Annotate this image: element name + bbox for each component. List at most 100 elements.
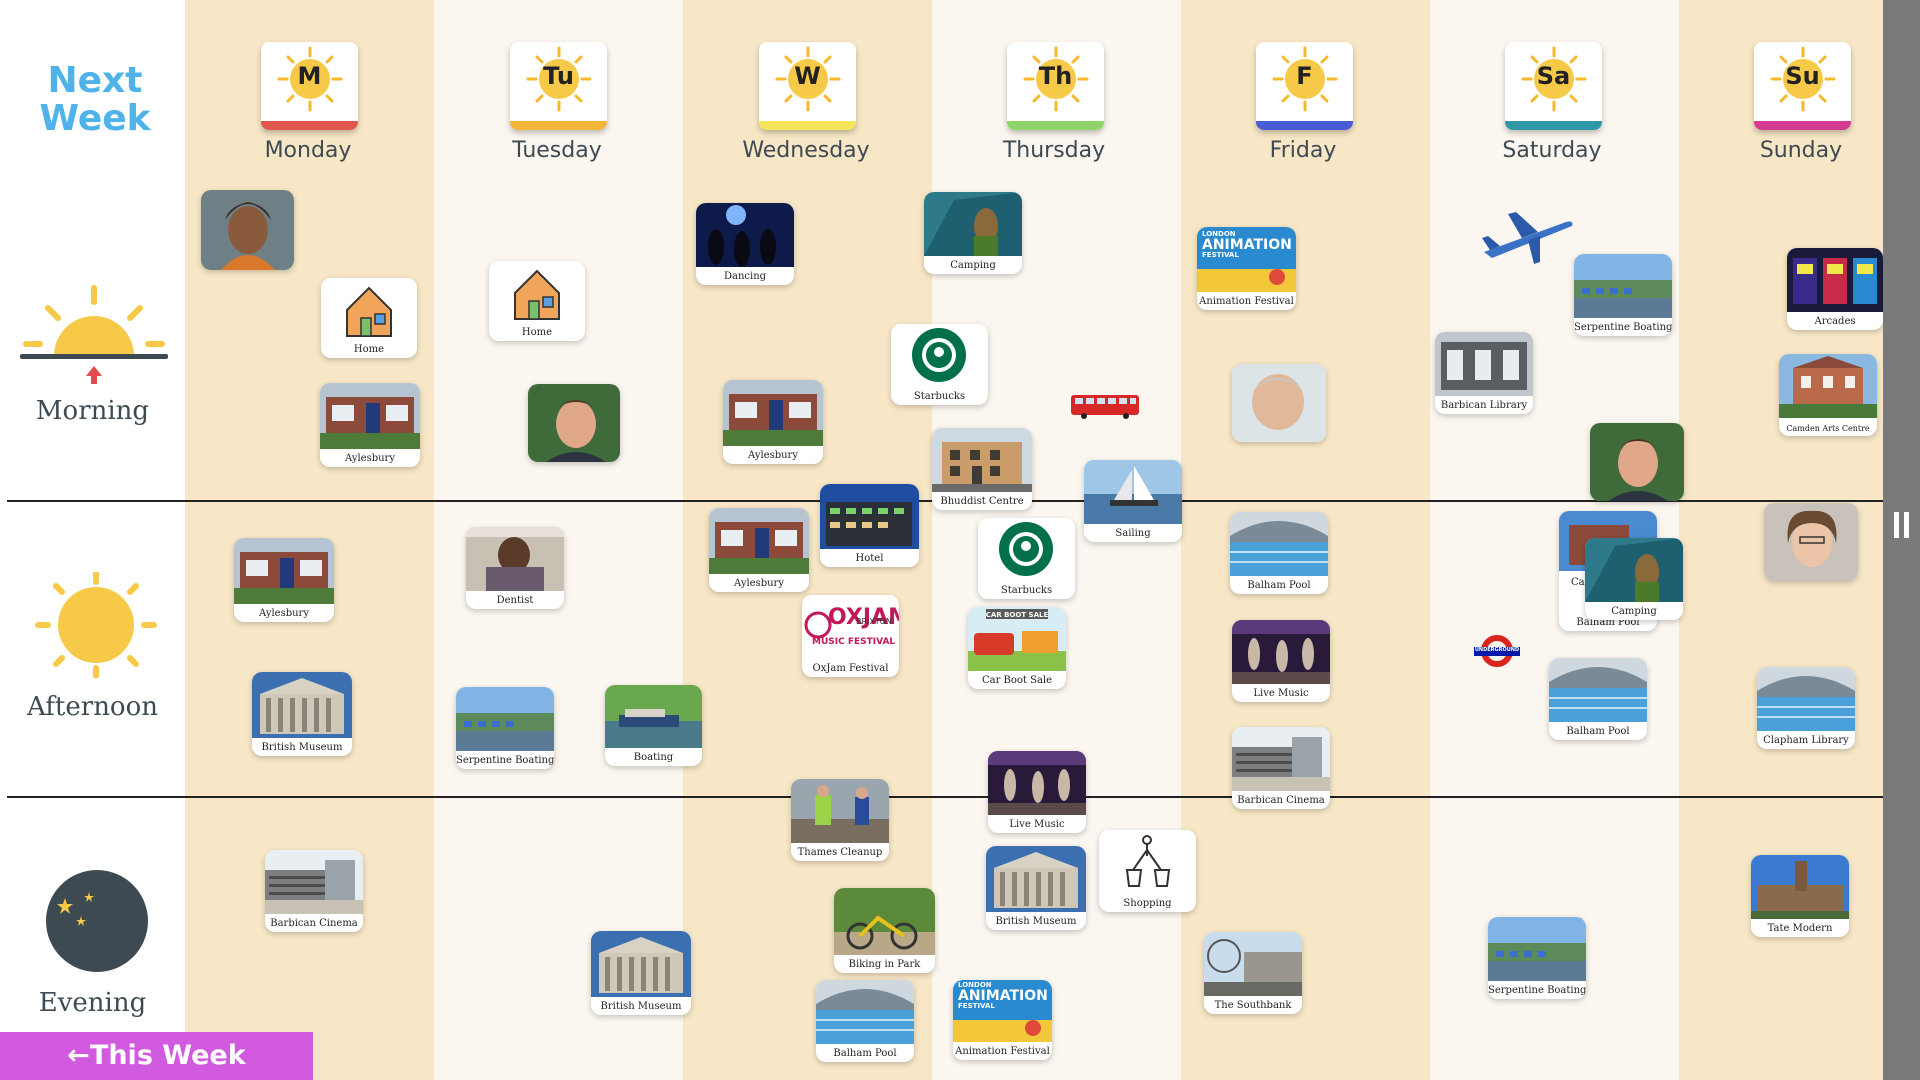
activity-label: Camden Arts Centre: [1786, 424, 1870, 433]
activity-card-person-photo[interactable]: [201, 190, 294, 270]
activity-label: Barbican Library: [1440, 400, 1528, 411]
activity-label: Aylesbury: [734, 578, 784, 589]
day-tile-friday[interactable]: F: [1256, 42, 1353, 130]
activity-card-british-museum[interactable]: British Museum: [252, 672, 352, 756]
animation-festival-logo-text: LONDON ANIMATION FESTIVAL: [958, 982, 1048, 1010]
activity-card-home[interactable]: Home: [489, 261, 585, 341]
activity-card-starbucks[interactable]: Starbucks: [891, 324, 988, 405]
camden-arts-centre-image: [1779, 354, 1877, 418]
activity-card-balham-pool[interactable]: Balham Pool: [816, 980, 914, 1062]
activity-card-person-photo[interactable]: [1590, 423, 1684, 501]
british-museum-image: [591, 931, 691, 997]
activity-card-serpentine-boating[interactable]: Serpentine Boating: [1574, 254, 1672, 336]
day-tile-wednesday[interactable]: W: [759, 42, 856, 130]
activity-card-camping[interactable]: Camping: [924, 192, 1022, 274]
sun-icon: [1770, 46, 1836, 112]
camping-partial-label: Cam: [1571, 577, 1595, 588]
starbucks-logo-icon: [978, 518, 1075, 581]
activity-card-shopping[interactable]: Shopping: [1099, 830, 1196, 912]
activity-card-animation-festival[interactable]: LONDON ANIMATION FESTIVAL Animation Fest…: [953, 980, 1052, 1060]
activity-card-aylesbury[interactable]: Aylesbury: [709, 508, 809, 592]
day-tile-thursday[interactable]: Th: [1007, 42, 1104, 130]
activity-card-sailing[interactable]: Sailing: [1084, 460, 1182, 542]
arcades-image: [1787, 248, 1883, 312]
activity-card-british-museum[interactable]: British Museum: [986, 846, 1086, 930]
activity-card-dentist[interactable]: Dentist: [466, 527, 564, 609]
this-week-button[interactable]: ←This Week: [0, 1032, 313, 1080]
activity-card-barbican-cinema[interactable]: Barbican Cinema: [1232, 727, 1330, 809]
activity-card-aylesbury[interactable]: Aylesbury: [723, 380, 823, 464]
activity-card-person-photo[interactable]: [1232, 364, 1326, 442]
activity-card-boating[interactable]: Boating: [605, 685, 702, 766]
activity-card-live-music[interactable]: Live Music: [1232, 620, 1330, 702]
activity-card-arcades[interactable]: Arcades: [1787, 248, 1883, 330]
animation-festival-logo-text: LONDON ANIMATION FESTIVAL: [1202, 231, 1292, 259]
activity-card-hotel[interactable]: Hotel: [820, 484, 919, 567]
activity-card-serpentine-boating[interactable]: Serpentine Boating: [456, 687, 554, 769]
camping-image: [924, 192, 1022, 256]
activity-card-clapham-library[interactable]: Clapham Library: [1757, 667, 1855, 749]
activity-label: Biking in Park: [848, 959, 921, 970]
hotel-image: [820, 484, 919, 549]
oxjam-brixton-text: BRIXTON: [856, 617, 892, 626]
afternoon-label: Afternoon: [26, 692, 158, 722]
activity-card-car-boot-sale[interactable]: CAR BOOT SALE Car Boot Sale: [968, 607, 1066, 689]
activity-label: Animation Festival: [955, 1046, 1050, 1057]
activity-label: Serpentine Boating: [1488, 985, 1586, 996]
activity-card-person-photo[interactable]: [528, 384, 620, 462]
activity-card-balham-pool[interactable]: Balham Pool: [1549, 658, 1647, 740]
activity-card-british-museum[interactable]: British Museum: [591, 931, 691, 1015]
activity-card-biking-in-park[interactable]: Biking in Park: [834, 888, 935, 973]
person-photo-image: [1764, 503, 1858, 581]
activity-label: British Museum: [261, 742, 343, 753]
activity-card-aylesbury[interactable]: Aylesbury: [320, 383, 420, 467]
day-strip-sunday: [1754, 121, 1851, 130]
activity-card-barbican-library[interactable]: Barbican Library: [1435, 332, 1533, 414]
activity-card-person-photo[interactable]: [1764, 503, 1858, 581]
day-tile-sunday[interactable]: Su: [1754, 42, 1851, 130]
activity-card-oxjam-festival[interactable]: OXJAM BRIXTON MUSIC FESTIVAL OxJam Festi…: [802, 595, 899, 677]
day-tile-monday[interactable]: M: [261, 42, 358, 130]
activity-label: Animation Festival: [1199, 296, 1294, 307]
right-side-bar[interactable]: [1883, 0, 1920, 1080]
person-photo-image: [1590, 423, 1684, 501]
activity-card-animation-festival[interactable]: LONDON ANIMATION FESTIVAL Animation Fest…: [1197, 227, 1296, 310]
animation-logo-line1: LONDON: [958, 981, 992, 989]
activity-label: Thames Cleanup: [797, 847, 883, 858]
day-strip-thursday: [1007, 121, 1104, 130]
evening-label: Evening: [38, 988, 147, 1018]
barbican-library-image: [1435, 332, 1533, 396]
afternoon-evening-divider: [7, 796, 1883, 798]
activity-label: Barbican Cinema: [270, 918, 358, 929]
activity-label: Shopping: [1123, 898, 1172, 909]
activity-card-thames-cleanup[interactable]: Thames Cleanup: [791, 779, 889, 861]
sun-icon: [1521, 46, 1587, 112]
animation-festival-image: [953, 980, 1052, 1042]
activity-card-starbucks[interactable]: Starbucks: [978, 518, 1075, 599]
activity-label: Tate Modern: [1767, 923, 1833, 934]
aylesbury-image: [709, 508, 809, 574]
day-tile-saturday[interactable]: Sa: [1505, 42, 1602, 130]
day-tile-tuesday[interactable]: Tu: [510, 42, 607, 130]
activity-card-dancing[interactable]: Dancing: [696, 203, 794, 285]
day-abbr-wednesday: W: [794, 62, 821, 90]
animation-logo-line3: FESTIVAL: [958, 1002, 995, 1010]
airplane-icon: [1482, 212, 1573, 264]
activity-card-camping[interactable]: Camping: [1585, 538, 1683, 620]
activity-card-aylesbury[interactable]: Aylesbury: [234, 538, 334, 622]
activity-card-balham-pool[interactable]: Balham Pool: [1230, 512, 1328, 594]
animation-logo-line2: ANIMATION: [958, 988, 1048, 1004]
serpentine-boating-image: [456, 687, 554, 751]
activity-card-barbican-cinema[interactable]: Barbican Cinema: [265, 850, 363, 932]
activity-card-serpentine-boating[interactable]: Serpentine Boating: [1488, 917, 1586, 999]
activity-card-bhuddist-centre[interactable]: Bhuddist Centre: [932, 428, 1032, 510]
aylesbury-image: [723, 380, 823, 446]
activity-card-home[interactable]: Home: [321, 278, 417, 358]
starbucks-logo-icon: [891, 324, 988, 387]
activity-card-live-music[interactable]: Live Music: [988, 751, 1086, 833]
activity-card-tate-modern[interactable]: Tate Modern: [1751, 855, 1849, 937]
activity-card-camden-arts-centre[interactable]: Camden Arts Centre: [1779, 354, 1877, 436]
activity-card-the-southbank[interactable]: The Southbank: [1204, 932, 1302, 1014]
sun-icon: [775, 46, 841, 112]
pause-icon[interactable]: [1892, 512, 1912, 538]
